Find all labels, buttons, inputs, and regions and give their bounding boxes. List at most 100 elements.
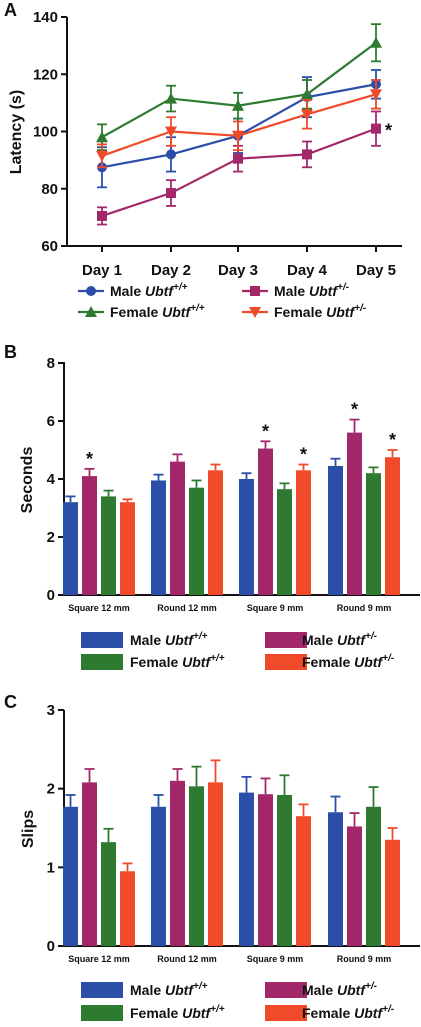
data-point bbox=[233, 153, 243, 164]
panel-c-letter: C bbox=[4, 692, 17, 712]
bar bbox=[208, 470, 223, 595]
legend-label-genotype: +/+ bbox=[210, 653, 225, 664]
series-male_wt bbox=[63, 457, 343, 595]
panel-a-annotations: * bbox=[385, 121, 392, 141]
legend-label-gene: Ubtf bbox=[162, 304, 191, 320]
x-tick-label: Square 12 mm bbox=[68, 954, 130, 964]
significance-star: * bbox=[389, 430, 396, 450]
legend-label: Female Ubtf+/+ bbox=[110, 303, 205, 320]
y-tick-label: 1 bbox=[47, 859, 55, 876]
bar bbox=[328, 465, 343, 595]
series-male_wt bbox=[63, 775, 343, 946]
bar bbox=[366, 473, 381, 595]
panel-b-legend: Male Ubtf+/+ Male Ubtf+/-Female Ubtf+/+ Fe… bbox=[81, 631, 395, 670]
series-female_het: ** bbox=[120, 430, 400, 595]
data-point bbox=[302, 149, 312, 160]
legend-marker bbox=[85, 306, 97, 317]
significance-star: * bbox=[351, 400, 358, 420]
legend-swatch bbox=[81, 1005, 123, 1021]
bar bbox=[63, 806, 78, 946]
legend-label-prefix: Female bbox=[302, 1005, 354, 1021]
bar bbox=[258, 794, 273, 946]
legend-label-genotype: +/+ bbox=[193, 631, 208, 642]
y-tick-label: 120 bbox=[33, 66, 58, 83]
panel-a-x-ticks: Day 1 Day 2 Day 3 Day 4 Day 5 bbox=[82, 246, 396, 279]
bar bbox=[151, 806, 166, 946]
legend-label-gene: Ubtf bbox=[354, 654, 383, 670]
bar bbox=[189, 487, 204, 595]
legend-label-prefix: Male bbox=[110, 283, 145, 299]
bar bbox=[189, 786, 204, 946]
legend-label-genotype: +/- bbox=[354, 303, 367, 314]
bar bbox=[366, 806, 381, 946]
x-tick-label: Round 9 mm bbox=[337, 954, 392, 964]
legend-label-genotype: +/+ bbox=[190, 303, 205, 314]
legend-label-gene: Ubtf bbox=[309, 283, 338, 299]
legend-label-genotype: +/+ bbox=[173, 282, 188, 293]
y-tick-label: 100 bbox=[33, 124, 58, 141]
series-male_wt bbox=[97, 69, 381, 189]
legend-label: Male Ubtf+/- bbox=[302, 631, 378, 648]
series-female_het bbox=[96, 79, 382, 169]
legend-label-prefix: Male bbox=[302, 632, 337, 648]
legend-label-gene: Ubtf bbox=[165, 632, 194, 648]
panel-c-y-ticks: 0 1 2 3 bbox=[47, 702, 64, 955]
bar bbox=[347, 432, 362, 595]
x-tick-label: Day 4 bbox=[287, 262, 328, 279]
data-point bbox=[165, 92, 177, 104]
x-tick-label: Square 9 mm bbox=[247, 603, 304, 613]
legend-swatch bbox=[81, 982, 123, 998]
series-female_wt bbox=[101, 765, 381, 946]
panel-b-letter: B bbox=[4, 342, 17, 362]
y-tick-label: 80 bbox=[41, 181, 58, 198]
legend-label-prefix: Male bbox=[130, 632, 165, 648]
y-tick-label: 4 bbox=[47, 471, 56, 488]
panel-c-bars bbox=[63, 759, 400, 946]
y-tick-label: 0 bbox=[47, 938, 55, 955]
bar bbox=[170, 461, 185, 595]
legend-label-genotype: +/+ bbox=[193, 981, 208, 992]
legend-swatch bbox=[265, 1005, 307, 1021]
panel-c-legend: Male Ubtf+/+ Male Ubtf+/-Female Ubtf+/+ Fe… bbox=[81, 981, 395, 1021]
legend-marker bbox=[249, 307, 261, 318]
data-point bbox=[232, 130, 244, 142]
bar bbox=[151, 480, 166, 595]
legend-label: Male Ubtf+/+ bbox=[130, 981, 208, 998]
legend-label-prefix: Female bbox=[110, 304, 162, 320]
bar bbox=[82, 476, 97, 595]
legend-swatch bbox=[81, 632, 123, 648]
bar bbox=[63, 502, 78, 595]
panel-c-y-axis-title: Slips bbox=[20, 810, 37, 848]
bar bbox=[120, 871, 135, 946]
y-tick-label: 60 bbox=[41, 238, 58, 255]
series-female_het bbox=[120, 759, 400, 946]
bar bbox=[277, 794, 292, 946]
series-male_het bbox=[82, 768, 362, 946]
data-point bbox=[301, 109, 313, 121]
data-point bbox=[165, 126, 177, 138]
panel-a-legend: Male Ubtf+/+ Male Ubtf+/-Female Ubtf+/+ Fe… bbox=[78, 282, 367, 320]
panel-b-y-axis-title: Seconds bbox=[19, 447, 36, 514]
bar bbox=[239, 792, 254, 946]
data-point bbox=[96, 150, 108, 162]
data-point bbox=[301, 88, 313, 100]
legend-label: Male Ubtf+/+ bbox=[110, 282, 188, 299]
legend-label-prefix: Male bbox=[274, 283, 309, 299]
bar bbox=[296, 470, 311, 595]
bar bbox=[208, 782, 223, 946]
significance-star: * bbox=[86, 449, 93, 469]
data-point bbox=[96, 131, 108, 143]
legend-swatch bbox=[265, 632, 307, 648]
legend-label-genotype: +/- bbox=[382, 653, 395, 664]
legend-label-prefix: Male bbox=[130, 982, 165, 998]
legend-label-genotype: +/- bbox=[382, 1004, 395, 1015]
legend-label: Male Ubtf+/+ bbox=[130, 631, 208, 648]
panel-b-bars: ***** bbox=[63, 400, 400, 595]
y-tick-label: 2 bbox=[47, 529, 55, 546]
legend-swatch bbox=[81, 654, 123, 670]
bar bbox=[120, 502, 135, 595]
legend-label-gene: Ubtf bbox=[165, 982, 194, 998]
y-tick-label: 3 bbox=[47, 702, 55, 719]
